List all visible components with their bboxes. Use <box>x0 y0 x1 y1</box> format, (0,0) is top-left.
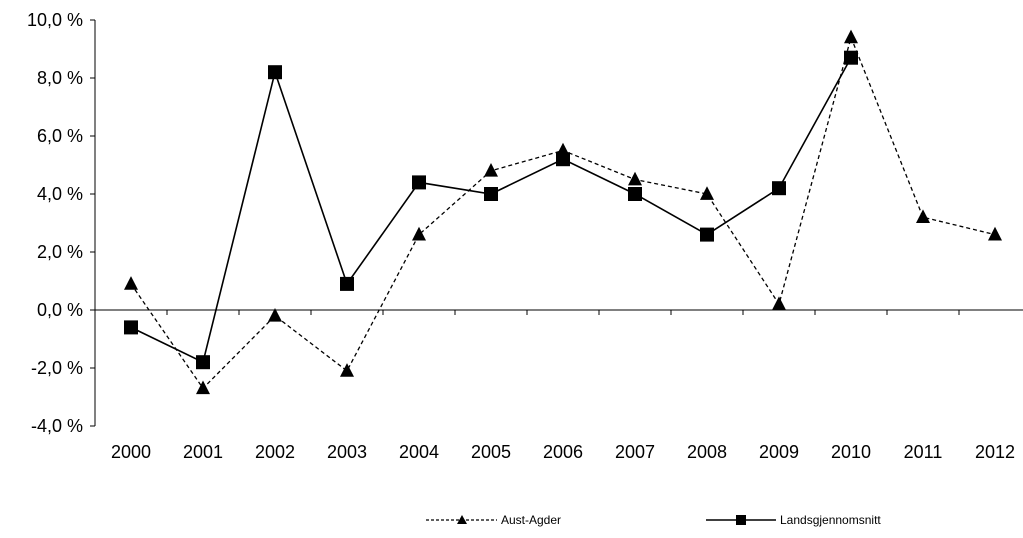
data-point-triangle <box>700 186 714 200</box>
series-line-aust-agder <box>130 35 996 390</box>
x-tick-label: 2000 <box>111 442 151 462</box>
x-tick-label: 2005 <box>471 442 511 462</box>
data-point-square <box>628 187 642 201</box>
x-tick-label: 2009 <box>759 442 799 462</box>
y-tick-label: 8,0 % <box>37 68 83 88</box>
data-point-triangle <box>412 226 426 241</box>
y-tick-label: 6,0 % <box>37 126 83 146</box>
data-point-triangle <box>124 276 138 290</box>
legend-marker-square <box>736 515 746 525</box>
x-tick-label: 2001 <box>183 442 223 462</box>
legend: Aust-Agder Landsgjennomsnitt <box>426 513 881 527</box>
data-point-square <box>772 181 786 196</box>
y-tick-label: 2,0 % <box>37 242 83 262</box>
data-point-triangle <box>340 363 354 377</box>
data-point-triangle <box>772 296 786 311</box>
data-point-square <box>124 320 138 335</box>
x-tick-label: 2004 <box>399 442 439 462</box>
data-point-triangle <box>988 226 1002 241</box>
x-tick-label: 2008 <box>687 442 727 462</box>
x-tick-label: 2010 <box>831 442 871 462</box>
y-tick-label: 10,0 % <box>27 10 83 30</box>
data-point-square <box>268 65 282 80</box>
legend-item-aust-agder: Aust-Agder <box>426 513 561 527</box>
series-lines <box>130 35 996 390</box>
data-point-square <box>484 187 498 201</box>
data-point-triangle <box>628 171 642 186</box>
data-markers <box>124 29 1002 395</box>
data-point-square <box>196 355 210 370</box>
data-point-square <box>412 175 426 190</box>
data-point-triangle <box>196 380 210 395</box>
data-point-triangle <box>268 308 282 322</box>
y-tick-label: -4,0 % <box>31 416 83 436</box>
data-point-triangle <box>916 209 930 224</box>
x-tick-label: 2006 <box>543 442 583 462</box>
legend-marker-triangle <box>457 515 467 524</box>
x-tick-label: 2003 <box>327 442 367 462</box>
y-tick-label: 4,0 % <box>37 184 83 204</box>
y-tick-label: 0,0 % <box>37 300 83 320</box>
y-tick-label: -2,0 % <box>31 358 83 378</box>
x-tick-label: 2002 <box>255 442 295 462</box>
data-point-triangle <box>484 163 498 177</box>
data-point-square <box>556 152 570 167</box>
data-point-square <box>340 276 354 291</box>
x-tick-label: 2007 <box>615 442 655 462</box>
legend-label-landsgjennomsnitt: Landsgjennomsnitt <box>780 513 881 527</box>
data-point-square <box>700 227 714 242</box>
axes: -4,0 % -2,0 % 0,0 % 2,0 % 4,0 % 6,0 % 8,0 % 10,… <box>27 10 1023 462</box>
legend-label-aust-agder: Aust-Agder <box>501 513 561 527</box>
series-line-landsgjennomsnitt <box>130 57 852 364</box>
x-tick-label: 2011 <box>904 442 943 462</box>
x-tick-label: 2012 <box>975 442 1015 462</box>
data-point-square <box>844 50 858 65</box>
data-point-triangle <box>844 29 858 44</box>
legend-item-landsgjennomsnitt: Landsgjennomsnitt <box>706 513 881 527</box>
